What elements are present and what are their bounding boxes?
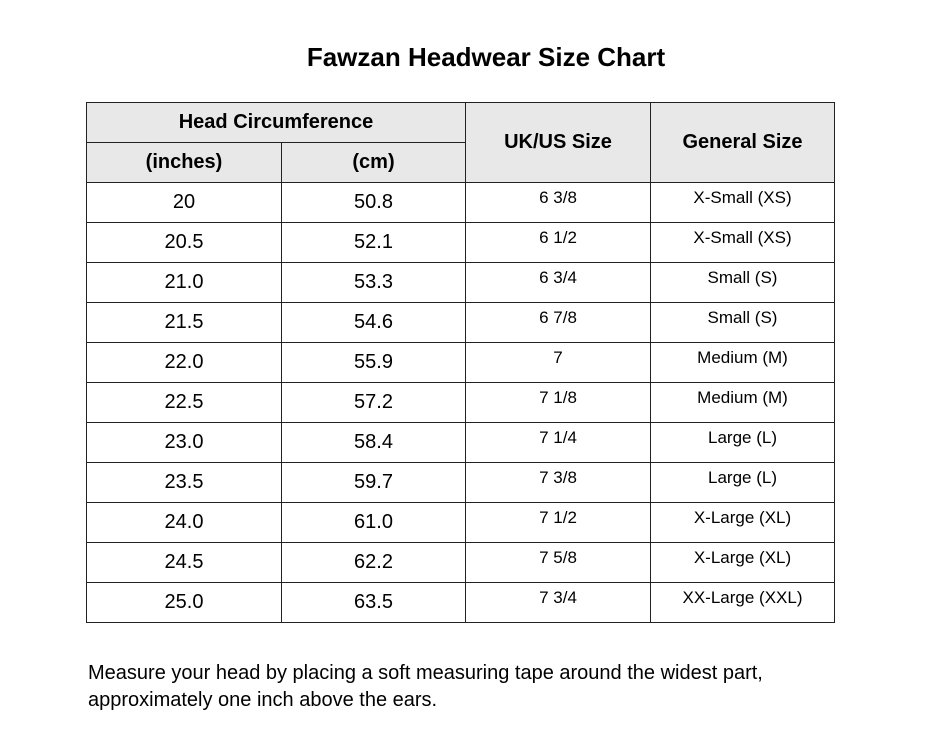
cell-inches: 25.0 (86, 582, 282, 623)
cell-ukus: 6 7/8 (465, 302, 651, 343)
cell-cm: 55.9 (281, 342, 466, 383)
table-row: 24.5 62.2 7 5/8 X-Large (XL) (86, 542, 835, 583)
cell-ukus: 7 1/8 (465, 382, 651, 423)
cell-ukus: 6 3/8 (465, 182, 651, 223)
cell-general: X-Small (XS) (650, 222, 835, 263)
cell-ukus: 7 5/8 (465, 542, 651, 583)
cell-cm: 62.2 (281, 542, 466, 583)
cell-general: Medium (M) (650, 382, 835, 423)
cell-ukus: 6 1/2 (465, 222, 651, 263)
cell-cm: 54.6 (281, 302, 466, 343)
table-row: 22.5 57.2 7 1/8 Medium (M) (86, 382, 835, 423)
page-title: Fawzan Headwear Size Chart (306, 42, 666, 72)
header-head-circumference: Head Circumference (86, 102, 466, 143)
cell-cm: 61.0 (281, 502, 466, 543)
cell-inches: 21.5 (86, 302, 282, 343)
table-row: 24.0 61.0 7 1/2 X-Large (XL) (86, 502, 835, 543)
table-row: 23.0 58.4 7 1/4 Large (L) (86, 422, 835, 463)
cell-cm: 58.4 (281, 422, 466, 463)
cell-inches: 24.5 (86, 542, 282, 583)
measuring-note: Measure your head by placing a soft meas… (88, 662, 763, 711)
cell-inches: 23.5 (86, 462, 282, 503)
header-general-size: General Size (650, 102, 835, 183)
cell-inches: 22.5 (86, 382, 282, 423)
cell-cm: 50.8 (281, 182, 466, 223)
cell-cm: 63.5 (281, 582, 466, 623)
cell-cm: 52.1 (281, 222, 466, 263)
table-row: 20 50.8 6 3/8 X-Small (XS) (86, 182, 835, 223)
cell-general: X-Small (XS) (650, 182, 835, 223)
header-cm: (cm) (281, 142, 466, 183)
cell-ukus: 7 (465, 342, 651, 383)
header-ukus-size: UK/US Size (465, 102, 651, 183)
cell-cm: 53.3 (281, 262, 466, 303)
cell-general: XX-Large (XXL) (650, 582, 835, 623)
table-row: 20.5 52.1 6 1/2 X-Small (XS) (86, 222, 835, 263)
cell-inches: 24.0 (86, 502, 282, 543)
cell-ukus: 7 3/4 (465, 582, 651, 623)
cell-cm: 59.7 (281, 462, 466, 503)
cell-ukus: 7 1/2 (465, 502, 651, 543)
cell-ukus: 6 3/4 (465, 262, 651, 303)
cell-general: Medium (M) (650, 342, 835, 383)
cell-general: Large (L) (650, 462, 835, 503)
header-inches: (inches) (86, 142, 282, 183)
cell-inches: 20 (86, 182, 282, 223)
table-row: 21.5 54.6 6 7/8 Small (S) (86, 302, 835, 343)
cell-general: Small (S) (650, 302, 835, 343)
cell-general: X-Large (XL) (650, 502, 835, 543)
cell-cm: 57.2 (281, 382, 466, 423)
cell-general: Large (L) (650, 422, 835, 463)
cell-inches: 22.0 (86, 342, 282, 383)
cell-inches: 20.5 (86, 222, 282, 263)
cell-inches: 21.0 (86, 262, 282, 303)
size-chart-table: Head Circumference UK/US Size General Si… (86, 102, 835, 623)
cell-inches: 23.0 (86, 422, 282, 463)
cell-ukus: 7 3/8 (465, 462, 651, 503)
table-row: 22.0 55.9 7 Medium (M) (86, 342, 835, 383)
table-row: 23.5 59.7 7 3/8 Large (L) (86, 462, 835, 503)
cell-general: Small (S) (650, 262, 835, 303)
table-row: 25.0 63.5 7 3/4 XX-Large (XXL) (86, 582, 835, 623)
cell-ukus: 7 1/4 (465, 422, 651, 463)
cell-general: X-Large (XL) (650, 542, 835, 583)
table-row: 21.0 53.3 6 3/4 Small (S) (86, 262, 835, 303)
